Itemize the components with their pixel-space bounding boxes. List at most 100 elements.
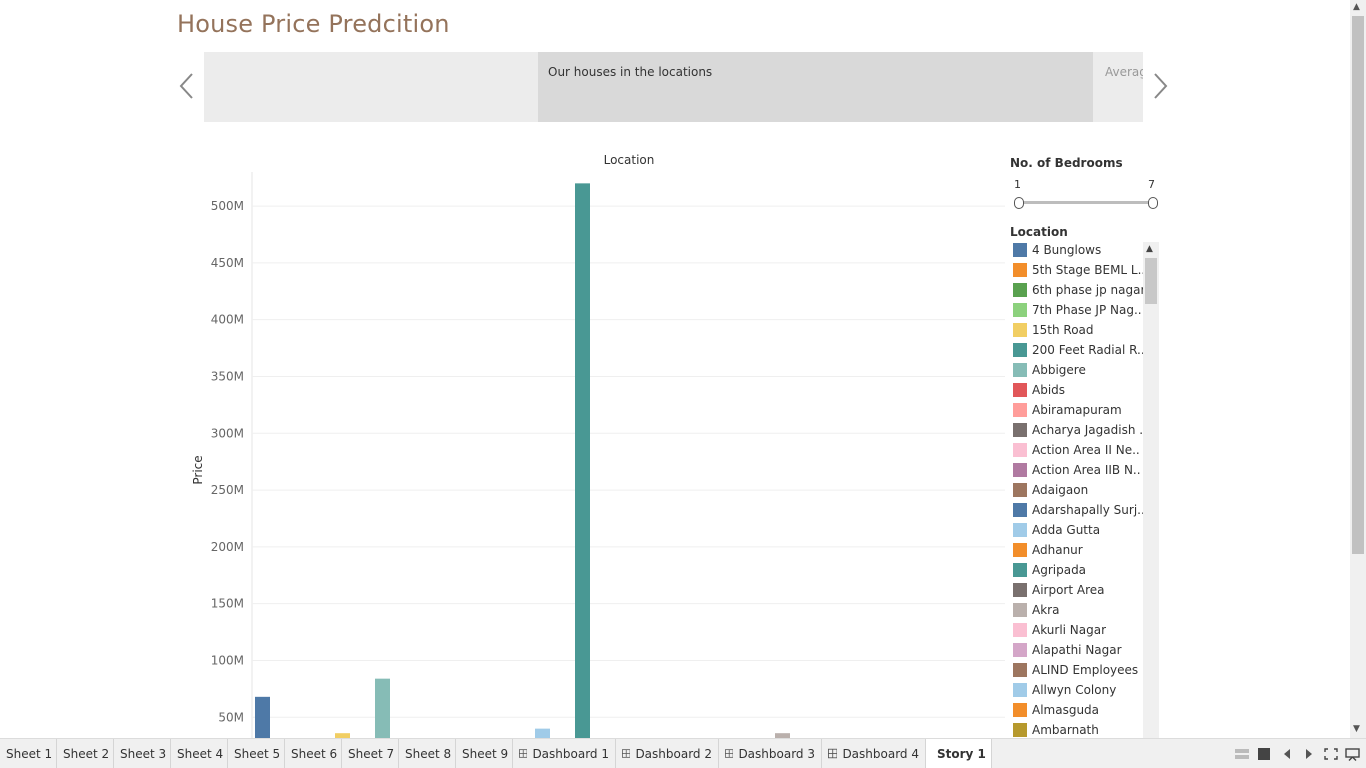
legend-item[interactable]: Akurli Nagar — [1010, 620, 1150, 640]
legend-item[interactable]: Abids — [1010, 380, 1150, 400]
legend-item[interactable]: 200 Feet Radial R.. — [1010, 340, 1150, 360]
next-point-icon[interactable] — [1150, 70, 1170, 102]
show-sheets-icon[interactable] — [1235, 748, 1249, 760]
tab-sheet-7[interactable]: Sheet 7 — [342, 739, 399, 768]
legend-scrollbar[interactable]: ▲ — [1143, 242, 1159, 738]
legend-swatch — [1013, 463, 1027, 477]
bedrooms-slider-track[interactable] — [1018, 201, 1154, 204]
tab-sheet-9[interactable]: Sheet 9 — [456, 739, 513, 768]
scroll-up-icon[interactable]: ▲ — [1146, 244, 1153, 254]
bars — [255, 183, 790, 738]
y-tick-label: 200M — [211, 540, 244, 554]
tab-sheet-8[interactable]: Sheet 8 — [399, 739, 456, 768]
tab-label: Sheet 1 — [6, 746, 53, 761]
tab-label: Dashboard 3 — [738, 746, 815, 761]
legend-item[interactable]: Agripada — [1010, 560, 1150, 580]
page-scrollbar[interactable]: ▲ ▼ — [1350, 0, 1366, 738]
legend-item[interactable]: Action Area IIB N.. — [1010, 460, 1150, 480]
tab-sheet-6[interactable]: Sheet 6 — [285, 739, 342, 768]
legend-item[interactable]: Adarshapally Surj.. — [1010, 500, 1150, 520]
tab-sheet-3[interactable]: Sheet 3 — [114, 739, 171, 768]
scroll-down-icon[interactable]: ▼ — [1353, 724, 1360, 734]
filter-panel: No. of Bedrooms 1 7 Location 4 Bunglows 5… — [1010, 150, 1160, 738]
legend-item[interactable]: ALIND Employees .. — [1010, 660, 1150, 680]
sheet-tab-bar: Sheet 1 Sheet 2 Sheet 3 Sheet 4 Sheet 5 Sheet… — [0, 738, 1366, 768]
tab-sheet-5[interactable]: Sheet 5 — [228, 739, 285, 768]
page-scroll-thumb[interactable] — [1352, 16, 1364, 554]
legend-label: 200 Feet Radial R.. — [1032, 343, 1145, 357]
scroll-up-icon[interactable]: ▲ — [1353, 2, 1360, 12]
y-tick-label: 250M — [211, 483, 244, 497]
tab-sheet-4[interactable]: Sheet 4 — [171, 739, 228, 768]
bar-15th-road[interactable] — [335, 733, 350, 738]
prev-sheet-icon[interactable] — [1283, 748, 1291, 760]
story-viewport: House Price Predcition Our houses in the… — [177, 10, 1170, 738]
tab-label: Story 1 — [937, 746, 986, 761]
bedrooms-min-handle[interactable] — [1014, 197, 1024, 209]
legend-item[interactable]: Ambarnath — [1010, 720, 1150, 738]
legend-item[interactable]: 6th phase jp nagar — [1010, 280, 1150, 300]
bedrooms-max-value: 7 — [1148, 178, 1155, 191]
bar-4-bunglows[interactable] — [255, 696, 270, 738]
previous-point-icon[interactable] — [177, 70, 197, 102]
legend-label: Action Area IIB N.. — [1032, 463, 1141, 477]
legend-swatch — [1013, 483, 1027, 497]
legend-label: Abids — [1032, 383, 1066, 397]
story-point-2[interactable]: Our houses in the locations — [538, 52, 1093, 122]
legend-swatch — [1013, 543, 1027, 557]
legend-item[interactable]: Acharya Jagadish .. — [1010, 420, 1150, 440]
filmstrip-icon[interactable] — [1258, 748, 1270, 760]
legend-item[interactable]: 4 Bunglows — [1010, 240, 1150, 260]
legend-swatch — [1013, 663, 1027, 677]
legend-item[interactable]: Adhanur — [1010, 540, 1150, 560]
legend-item[interactable]: 5th Stage BEML L.. — [1010, 260, 1150, 280]
legend-item[interactable]: Abbigere — [1010, 360, 1150, 380]
y-tick-label: 300M — [211, 426, 244, 440]
bar-abbigere[interactable] — [375, 678, 390, 738]
legend-scroll-thumb[interactable] — [1145, 258, 1157, 304]
legend-item[interactable]: Action Area II Ne.. — [1010, 440, 1150, 460]
bedrooms-max-handle[interactable] — [1148, 197, 1158, 209]
legend-swatch — [1013, 263, 1027, 277]
story-point-3[interactable]: Averag — [1095, 52, 1143, 122]
tab-dashboard-1[interactable]: Dashboard 1 — [513, 739, 616, 768]
legend-label: Abiramapuram — [1032, 403, 1122, 417]
legend-item[interactable]: Almasguda — [1010, 700, 1150, 720]
legend-item[interactable]: Airport Area — [1010, 580, 1150, 600]
tab-sheet-2[interactable]: Sheet 2 — [57, 739, 114, 768]
legend-item[interactable]: 7th Phase JP Nag.. — [1010, 300, 1150, 320]
chart-title: Location — [604, 153, 655, 167]
presentation-mode-icon[interactable] — [1345, 748, 1360, 761]
bar-adda-gutta[interactable] — [535, 728, 550, 738]
legend-label: Alapathi Nagar — [1032, 643, 1122, 657]
location-legend-title: Location — [1010, 225, 1068, 239]
tab-dashboard-3[interactable]: Dashboard 3 — [719, 739, 822, 768]
tab-story-1[interactable]: Story 1 — [926, 739, 992, 768]
legend-label: 15th Road — [1032, 323, 1094, 337]
bar-akra[interactable] — [775, 733, 790, 738]
tab-dashboard-4[interactable]: Dashboard 4 — [822, 739, 926, 768]
legend-label: Almasguda — [1032, 703, 1100, 717]
legend-item[interactable]: Akra — [1010, 600, 1150, 620]
legend-swatch — [1013, 683, 1027, 697]
legend-item[interactable]: Adaigaon — [1010, 480, 1150, 500]
next-sheet-icon[interactable] — [1305, 748, 1313, 760]
tab-dashboard-2[interactable]: Dashboard 2 — [616, 739, 719, 768]
dashboard-icon — [725, 749, 734, 758]
legend-item[interactable]: Allwyn Colony — [1010, 680, 1150, 700]
legend-item[interactable]: Alapathi Nagar — [1010, 640, 1150, 660]
price-by-location-chart: Location Price 50M 100M 150M 200M 250M 300M 35… — [191, 153, 1005, 738]
dashboard-icon — [828, 748, 838, 759]
legend-item[interactable]: Adda Gutta — [1010, 520, 1150, 540]
y-tick-label: 100M — [211, 653, 244, 667]
legend-swatch — [1013, 423, 1027, 437]
tab-sheet-1[interactable]: Sheet 1 — [0, 739, 57, 768]
legend-item[interactable]: Abiramapuram — [1010, 400, 1150, 420]
tab-label: Sheet 7 — [348, 746, 395, 761]
tab-label: Sheet 2 — [63, 746, 110, 761]
story-point-1[interactable] — [204, 52, 536, 122]
legend-item[interactable]: 15th Road — [1010, 320, 1150, 340]
fit-screen-icon[interactable] — [1324, 748, 1338, 760]
tab-label: Sheet 3 — [120, 746, 167, 761]
bar-agripada[interactable] — [575, 183, 590, 738]
